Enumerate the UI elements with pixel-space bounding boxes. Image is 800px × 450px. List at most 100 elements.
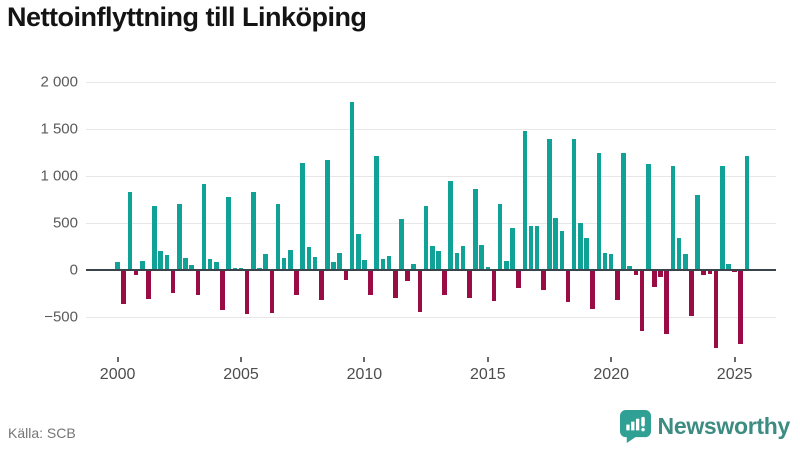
bar-2023-q4 (701, 271, 707, 276)
bar-2013-q3 (448, 180, 454, 270)
bar-2003-q3 (201, 184, 207, 270)
bar-chart-plot-area: 2 000 1 500 1 000 500 0 −500 2000 2005 2010 2015 2… (40, 73, 776, 383)
bar-2019-q4 (602, 252, 608, 270)
bar-2000-q2 (121, 271, 127, 304)
zero-axis-line (86, 269, 776, 271)
newsworthy-logo: Newsworthy (619, 410, 790, 443)
bar-2008-q2 (318, 271, 324, 301)
bar-2018-q1 (559, 231, 565, 270)
bar-2022-q4 (676, 238, 682, 270)
bar-2016-q3 (522, 130, 528, 270)
bar-2002-q2 (170, 271, 176, 293)
bar-2008-q1 (312, 257, 318, 270)
bar-2006-q4 (281, 257, 287, 270)
bar-2017-q2 (541, 271, 546, 291)
bar-2004-q1 (214, 262, 219, 270)
bar-2014-q1 (460, 246, 466, 270)
bar-2004-q3 (226, 197, 231, 270)
bar-2005-q2 (244, 271, 250, 315)
bar-2022-q3 (670, 166, 676, 270)
bar-2009-q1 (337, 253, 342, 270)
bar-2006-q3 (275, 204, 281, 270)
bar-2008-q4 (331, 261, 336, 270)
bar-2022-q2 (664, 271, 670, 335)
y-gridline (86, 317, 776, 319)
bar-2024-q1 (707, 271, 713, 275)
bar-2017-q1 (534, 226, 540, 270)
bar-2007-q2 (294, 271, 299, 295)
bar-2015-q1 (485, 267, 491, 270)
bar-2007-q3 (300, 162, 305, 270)
bar-2019-q2 (590, 271, 595, 309)
x-axis-year-label: 2005 (223, 366, 259, 383)
bar-2018-q4 (578, 222, 583, 270)
bar-2001-q3 (152, 205, 157, 270)
bar-2003-q4 (207, 258, 213, 270)
bar-2010-q2 (368, 271, 373, 295)
bar-2015-q3 (497, 204, 503, 270)
bar-2007-q1 (288, 250, 293, 270)
bar-2018-q3 (571, 139, 577, 270)
bar-2020-q3 (621, 153, 626, 270)
y-axis-tick-label: 0 (69, 261, 78, 279)
y-gridline (86, 128, 776, 130)
bar-2011-q4 (405, 271, 410, 281)
bar-2016-q2 (516, 271, 521, 288)
y-gridline (86, 175, 776, 177)
bar-2013-q1 (436, 251, 441, 270)
y-axis-tick-label: 500 (52, 214, 78, 232)
bar-2009-q2 (343, 271, 349, 280)
bar-2005-q3 (251, 191, 256, 270)
bar-2000-q3 (127, 191, 133, 270)
bar-2011-q2 (392, 271, 398, 299)
bar-2016-q4 (528, 226, 534, 270)
bar-2021-q1 (633, 271, 639, 276)
bar-2017-q4 (553, 217, 558, 270)
bar-2014-q4 (479, 244, 484, 270)
bar-2018-q2 (565, 271, 571, 303)
bar-2015-q2 (491, 271, 497, 302)
y-gridline (86, 222, 776, 224)
y-axis-tick-label: −500 (44, 308, 78, 326)
bar-2012-q2 (417, 271, 423, 313)
bar-2012-q4 (429, 245, 435, 270)
bar-2003-q1 (189, 265, 194, 270)
bar-2012-q1 (411, 264, 417, 270)
bar-2002-q3 (177, 204, 182, 270)
bar-2021-q3 (645, 164, 651, 270)
bar-2012-q3 (423, 205, 429, 270)
bar-2015-q4 (504, 261, 509, 270)
bar-2000-q4 (133, 271, 139, 275)
x-axis-tick (610, 357, 613, 362)
x-axis-tick (116, 357, 119, 362)
y-axis-tick-label: 2 000 (40, 73, 78, 91)
bar-2021-q2 (639, 271, 645, 332)
x-axis-tick (486, 357, 489, 362)
x-axis-year-label: 2025 (716, 366, 753, 383)
bar-2009-q4 (355, 234, 361, 270)
bar-2020-q4 (627, 265, 632, 270)
bar-2024-q3 (719, 166, 725, 270)
x-axis-year-label: 2015 (470, 366, 506, 383)
bar-2002-q4 (183, 258, 188, 270)
bar-2025-q1 (732, 271, 737, 273)
x-axis-tick (363, 357, 366, 362)
x-axis-year-label: 2010 (346, 366, 383, 383)
bar-2019-q1 (584, 237, 589, 270)
y-axis-tick-label: 1 500 (40, 120, 78, 138)
bar-2020-q2 (615, 271, 620, 301)
x-axis-year-label: 2020 (593, 366, 629, 383)
bar-2001-q4 (158, 251, 164, 270)
bar-2013-q4 (454, 253, 460, 270)
bar-2006-q2 (269, 271, 275, 314)
x-axis-tick (733, 357, 736, 362)
bar-2008-q3 (325, 159, 330, 270)
bar-2010-q1 (362, 259, 367, 270)
bar-2014-q3 (473, 188, 478, 270)
bar-2004-q2 (220, 271, 225, 310)
bar-2022-q1 (658, 271, 663, 278)
y-gridline (86, 81, 776, 83)
bar-2023-q3 (695, 194, 700, 270)
bar-2010-q3 (374, 156, 380, 270)
bar-2021-q4 (652, 271, 657, 288)
